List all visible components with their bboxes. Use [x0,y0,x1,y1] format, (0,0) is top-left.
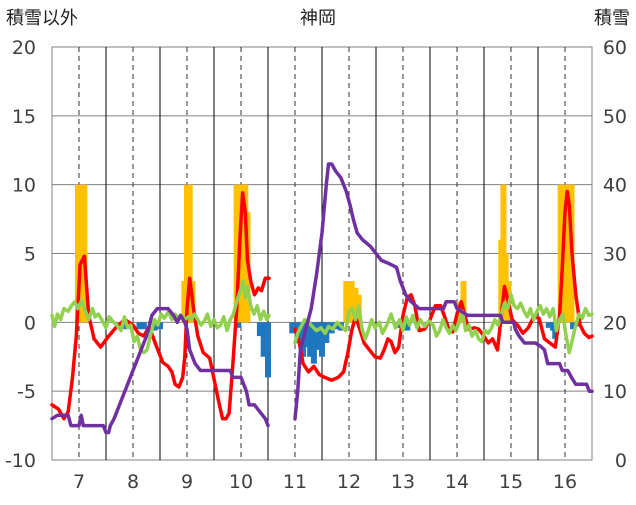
bar [352,287,359,323]
gridlines [52,46,592,461]
bar [334,322,341,330]
bar [319,322,325,357]
y-right-tick-label: 40 [603,175,627,197]
y-left-tick-label: 15 [12,106,36,128]
bar [460,281,467,323]
bar [81,184,88,323]
bar [314,322,321,350]
bar [307,322,314,357]
x-tick-label: 16 [553,471,577,493]
series-lines [50,162,594,435]
x-tick-label: 8 [127,471,139,493]
left-axis-label: 積雪以外 [6,8,78,29]
y-right-tick-label: 20 [603,312,627,334]
bar [289,322,296,334]
bar [140,322,147,330]
x-tick-label: 11 [283,471,307,493]
y-left-tick-label: 10 [12,175,36,197]
chart-title: 神岡 [300,8,336,29]
y-right-tick-label: 0 [615,450,627,472]
bar [256,322,263,337]
y-right-tick-label: 60 [603,37,627,59]
x-tick-label: 7 [73,471,85,493]
bar [136,322,143,330]
bar [310,322,317,364]
bar [404,322,411,331]
bar [157,322,163,330]
y-left-tick-label: -5 [17,381,36,403]
series-line [50,162,594,435]
y-left-tick-label: 5 [24,244,36,266]
bar [545,322,552,328]
x-tick-label: 15 [499,471,523,493]
bar [260,322,267,357]
series-line [50,279,594,355]
y-right-tick-label: 50 [603,106,627,128]
y-left-tick-label: 0 [24,312,36,334]
bar [570,322,577,330]
right-axis-label: 積雪 [594,8,630,29]
x-tick-label: 13 [391,471,415,493]
x-tick-label: 9 [181,471,193,493]
x-tick-label: 10 [229,471,253,493]
bar [186,184,193,323]
y-left-tick-label: 20 [12,37,36,59]
bar [348,281,355,323]
bar [303,322,310,348]
bar [235,322,242,328]
x-tick-label: 14 [445,471,469,493]
x-tick-label: 12 [337,471,361,493]
y-left-tick-label: -10 [5,450,36,472]
bar [265,322,271,378]
y-right-tick-label: 30 [603,244,627,266]
y-right-tick-label: 10 [603,381,627,403]
